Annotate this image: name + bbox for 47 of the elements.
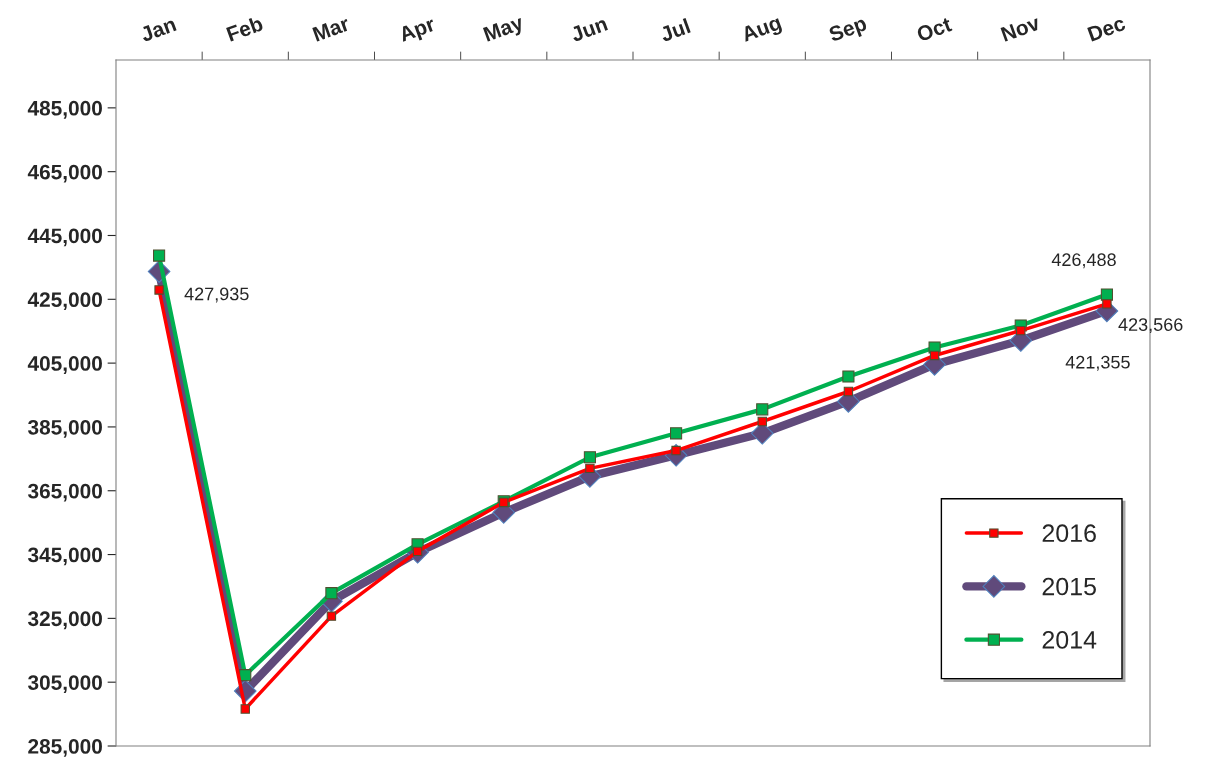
point	[583, 451, 596, 464]
point	[1100, 288, 1113, 301]
point	[325, 587, 338, 600]
point	[670, 427, 683, 440]
y-tick-label: 425,000	[27, 292, 102, 311]
legend-label: 2016	[1042, 524, 1096, 543]
annotation: 427,935	[184, 287, 249, 303]
x-tick-label: Oct	[915, 16, 953, 42]
x-tick-label: Jul	[658, 18, 691, 43]
y-tick-label: 325,000	[27, 611, 102, 630]
point	[153, 249, 166, 262]
y-tick-label: 385,000	[27, 419, 102, 438]
y-tick-label: 465,000	[27, 164, 102, 183]
x-tick-label: Jan	[139, 16, 177, 43]
point	[756, 403, 769, 416]
x-tick-label: Jun	[569, 16, 609, 43]
x-tick-label: Dec	[1087, 15, 1127, 42]
point	[1016, 325, 1026, 336]
x-tick-label: May	[482, 14, 527, 46]
x-tick-label: Nov	[1000, 15, 1042, 42]
point	[240, 704, 250, 714]
point	[929, 350, 940, 361]
y-tick-label: 285,000	[28, 739, 102, 757]
x-tick-label: Aug	[740, 15, 784, 46]
y-tick-label: 305,000	[27, 675, 102, 693]
x-tick-label: Feb	[225, 15, 264, 42]
legend-label: 2014	[1042, 630, 1097, 649]
x-tick-label: Mar	[312, 16, 351, 42]
annotation: 426,488	[1051, 253, 1116, 269]
point	[757, 416, 767, 427]
y-tick-label: 405,000	[27, 356, 102, 374]
point	[239, 669, 252, 682]
point	[154, 285, 164, 295]
point	[843, 386, 854, 397]
point	[842, 370, 855, 383]
y-tick-label: 345,000	[27, 547, 102, 566]
point	[1102, 299, 1112, 309]
point	[326, 611, 337, 621]
legend-label: 2015	[1042, 577, 1096, 596]
y-tick-label: 365,000	[27, 483, 102, 502]
y-tick-label: 485,000	[27, 100, 102, 119]
y-tick-label: 445,000	[27, 228, 102, 247]
annotation: 421,355	[1065, 355, 1130, 371]
x-tick-label: Apr	[398, 16, 438, 46]
annotation: 423,566	[1118, 318, 1183, 334]
point	[585, 463, 595, 474]
x-tick-label: Sep	[827, 15, 869, 46]
